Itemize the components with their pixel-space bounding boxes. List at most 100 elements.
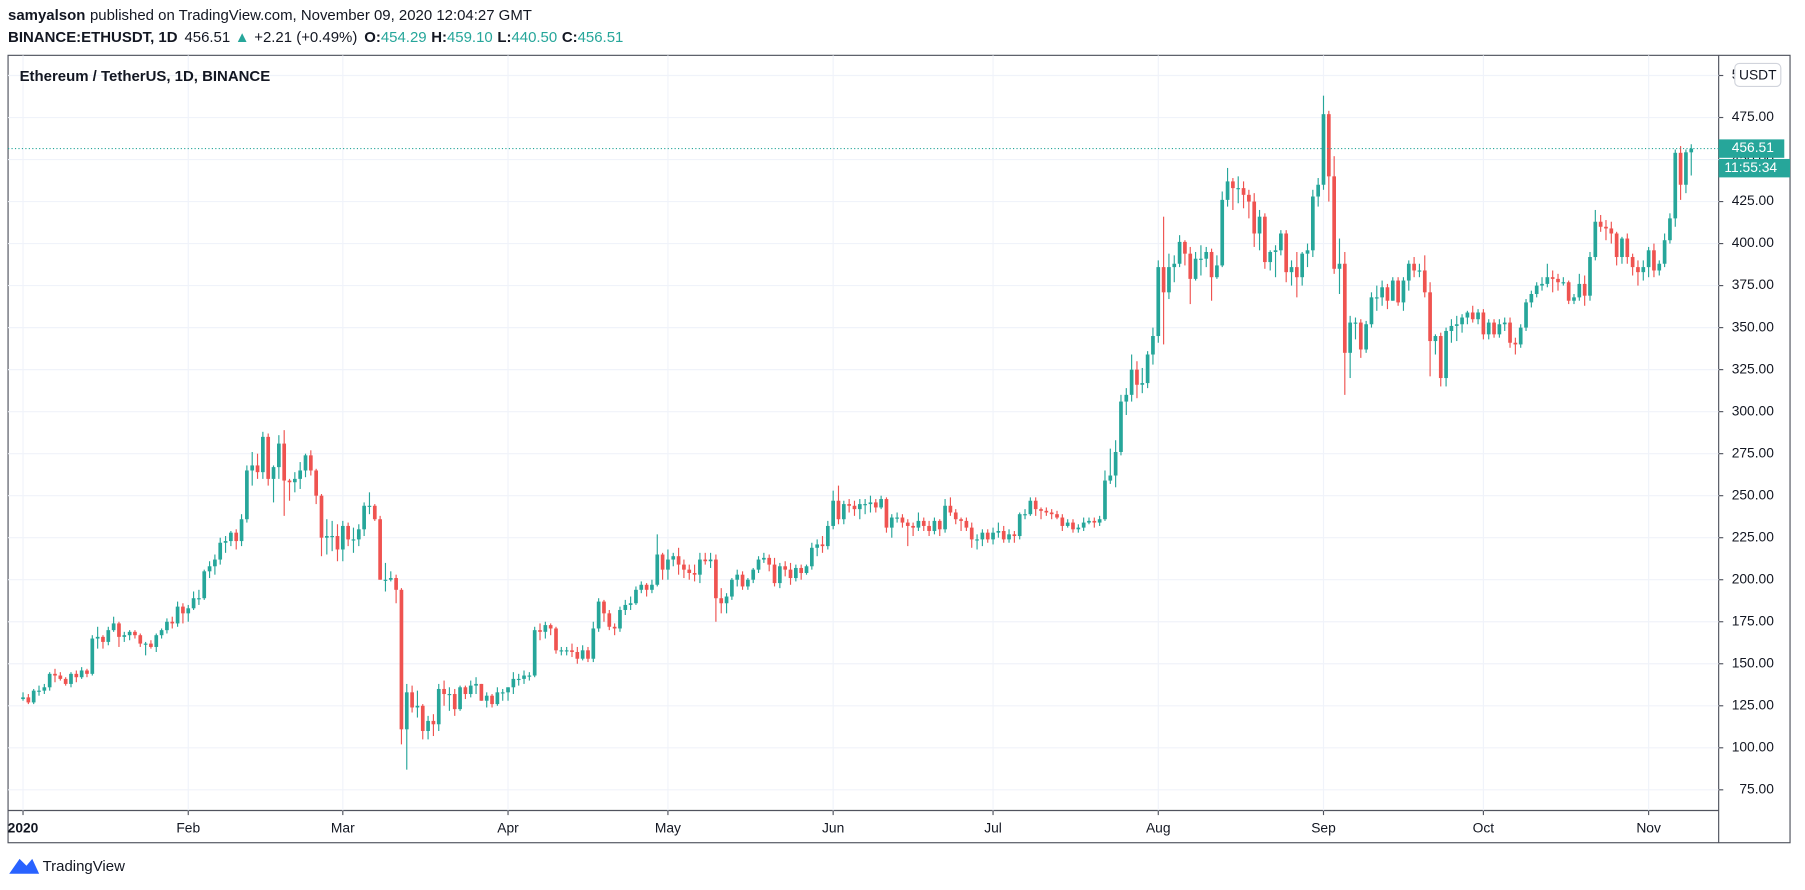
candle-body [996, 530, 1001, 533]
candle-body [1673, 152, 1678, 219]
candle-body [1572, 297, 1576, 301]
candle-body [394, 578, 398, 590]
candle-body [1300, 253, 1305, 278]
candle-body [676, 556, 681, 565]
candle-body [1444, 330, 1448, 379]
symbol-line: BINANCE:ETHUSDT, 1D 456.51 ▲ +2.21 (+0.49%)… [8, 29, 623, 46]
candle-body [799, 567, 804, 574]
candle-body [223, 541, 228, 543]
candle-body [687, 569, 692, 574]
candle-body [884, 499, 889, 528]
candle-body [1390, 280, 1395, 301]
candle-body [1247, 194, 1251, 202]
candle-body [831, 500, 835, 526]
candle-body [277, 443, 281, 468]
candle-body [857, 504, 862, 510]
candle-body [660, 554, 665, 570]
candle-body [1417, 270, 1422, 272]
candle-body [154, 635, 159, 647]
candle-body [570, 650, 574, 652]
low-value: 440.50 [511, 29, 557, 46]
candle-body [596, 601, 601, 629]
candle-body [1044, 510, 1049, 513]
candle-body [1566, 282, 1571, 301]
candle-body [1412, 263, 1416, 271]
y-tick-label: 200.00 [1732, 570, 1775, 586]
candle-body [383, 579, 388, 581]
candle-body [644, 584, 649, 590]
candle-body [21, 697, 25, 700]
candle-body [532, 630, 537, 676]
candle-body [1060, 517, 1065, 526]
countdown: 11:55:34 [1724, 159, 1777, 175]
candle-body [1422, 270, 1427, 293]
brand: TradingView [43, 858, 125, 875]
candle-body [117, 623, 121, 637]
candle-body [564, 650, 569, 652]
x-tick-label: Feb [176, 820, 200, 836]
candle-body [1684, 152, 1688, 185]
candle-body [170, 621, 175, 624]
candle-body [1374, 297, 1379, 299]
candle-body [911, 525, 915, 528]
candle-body [234, 532, 239, 542]
candle-body [927, 525, 931, 531]
candle-body [1145, 354, 1150, 384]
candle-body [1449, 325, 1454, 331]
candle-body [1556, 278, 1560, 283]
candle-body [756, 559, 761, 570]
candle-body [90, 638, 95, 674]
candle-body [1529, 294, 1534, 303]
candle-body [202, 571, 207, 599]
candle-body [943, 505, 947, 530]
candle-body [1012, 534, 1017, 537]
candle-body [847, 504, 851, 506]
candle-body [1172, 263, 1177, 268]
candle-body [271, 467, 276, 479]
candle-body [698, 559, 702, 575]
candle-body [197, 598, 201, 600]
candle-body [490, 695, 494, 705]
x-tick-label: 2020 [8, 820, 39, 836]
candle-body [1646, 250, 1651, 268]
candle-body [554, 628, 558, 651]
candle-body [559, 650, 564, 652]
last-price-label: 456.51 [1732, 139, 1774, 155]
candle-body [772, 564, 777, 584]
candle-body [964, 520, 969, 528]
candle-body [410, 692, 414, 708]
currency-badge[interactable] [1734, 62, 1782, 87]
candle-body [1518, 327, 1523, 345]
candle-body [431, 720, 436, 725]
candle-body [1273, 250, 1278, 252]
candle-body [479, 683, 484, 701]
candle-body [1513, 342, 1518, 345]
candle-body [74, 673, 79, 678]
close-label: C: [562, 29, 578, 46]
candle-body [634, 589, 638, 604]
currency[interactable]: USDT [1739, 67, 1777, 83]
candle-body [1295, 267, 1299, 278]
candle-body [1236, 188, 1241, 190]
candle-body [1614, 233, 1619, 258]
candle-body [335, 536, 340, 550]
candle-body [1001, 530, 1006, 540]
x-tick-label: Apr [497, 820, 519, 836]
y-tick-label: 125.00 [1732, 696, 1775, 712]
candle-body [543, 625, 548, 632]
candle-body [1279, 233, 1283, 251]
candle-body [239, 519, 244, 542]
candle-body [1199, 258, 1203, 260]
candle-body [612, 626, 617, 629]
axes: 75.00 100.00 125.00 150.00 175.00 200.00 225.0… [8, 66, 1791, 836]
candle-body [474, 683, 478, 686]
candle-body [1161, 267, 1166, 293]
candle-body [666, 559, 670, 570]
candle-body [138, 635, 143, 644]
candle-body [868, 502, 873, 505]
candle-body [650, 584, 654, 590]
candle-body [282, 443, 287, 481]
y-tick-label: 375.00 [1732, 276, 1775, 292]
candle-body [548, 625, 553, 629]
candle-body [916, 520, 921, 528]
